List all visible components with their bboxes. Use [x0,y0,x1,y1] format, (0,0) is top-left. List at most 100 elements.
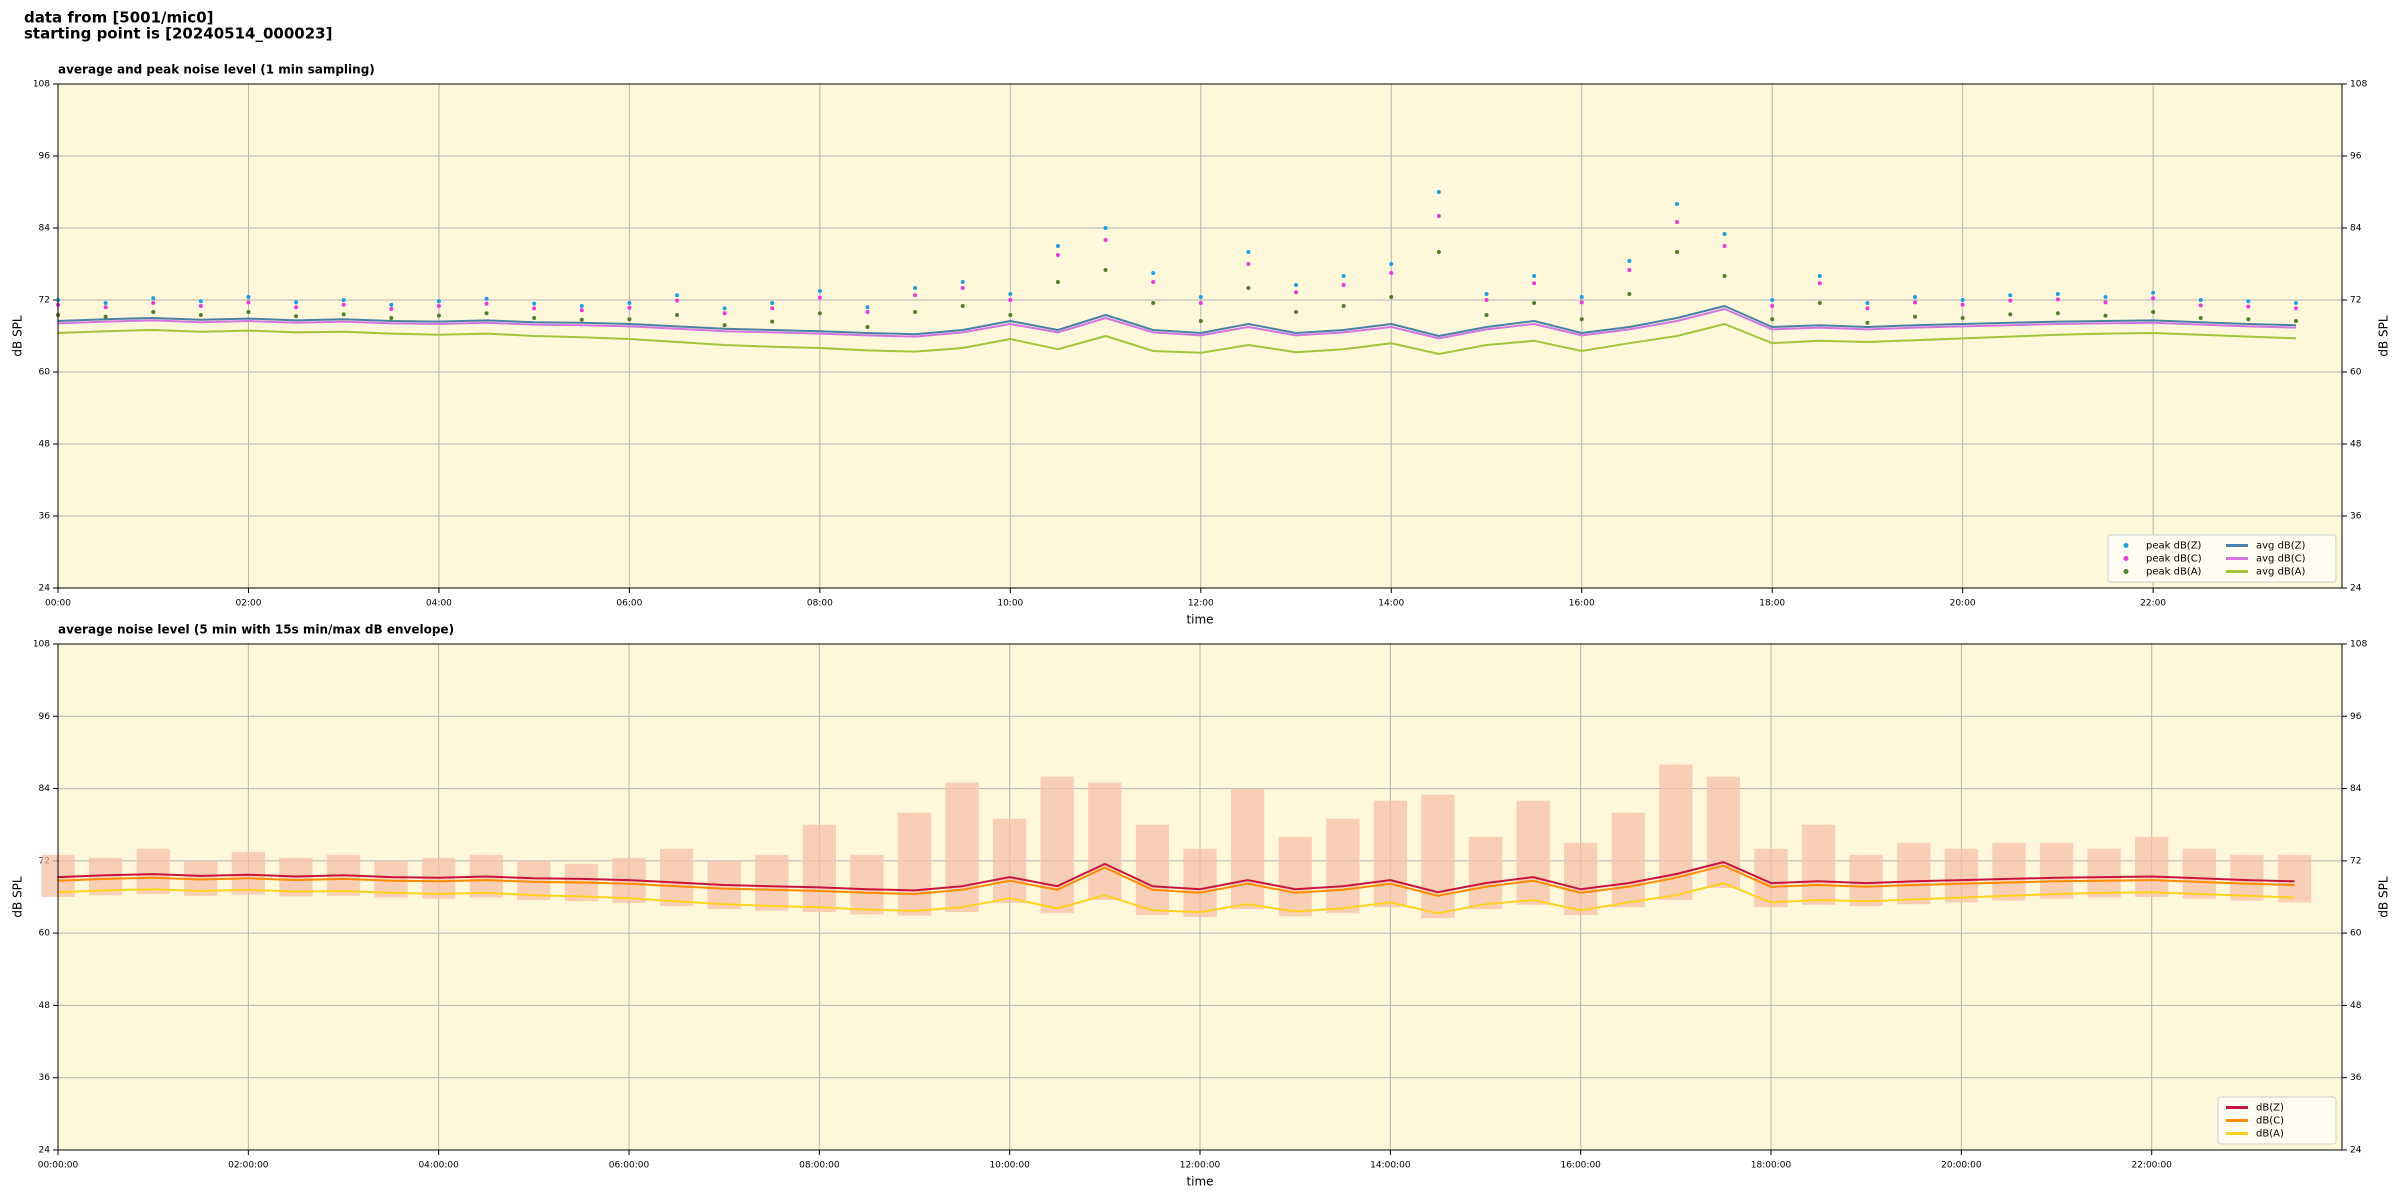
peak-point [436,299,441,304]
envelope-band [2182,848,2216,899]
envelope-band [2135,836,2169,897]
peak-point [103,305,108,310]
peak-point [1484,313,1489,317]
envelope-band [1040,776,1074,914]
peak-point [1103,268,1108,272]
legend-label: avg dB(A) [2256,567,2306,578]
peak-point [1151,271,1156,275]
y-tick-label: 48 [39,440,51,450]
peak-point [532,316,537,320]
peak-point [2293,306,2298,311]
peak-point [1674,202,1679,206]
legend-label: peak dB(Z) [2146,541,2202,552]
peak-point [389,302,394,307]
peak-point [1579,300,1584,305]
peak-point [2055,297,2060,302]
envelope-band [136,848,170,894]
peak-point [865,310,870,314]
peak-point [1817,301,1822,305]
envelope-band [2087,848,2121,898]
peak-point [579,308,584,313]
y2-tick-label: 72 [2350,856,2361,866]
peak-point [2151,290,2156,295]
envelope-band [231,851,265,895]
envelope-band [1944,848,1979,903]
peak-point [436,304,441,308]
peak-point [1294,283,1299,287]
peak-point [2103,295,2108,299]
y-tick-label: 108 [33,80,50,90]
peak-point [627,301,632,305]
x-tick-label: 16:00 [1569,599,1595,609]
envelope-band [1468,836,1503,910]
peak-point [1532,301,1537,305]
envelope-band [897,812,932,916]
peak-point [1294,290,1299,295]
peak-point [294,305,299,310]
peak-point [2151,296,2156,301]
peak-point [1865,306,1870,311]
y-tick-label: 108 [33,640,50,650]
envelope-band [2277,854,2312,903]
envelope-band [1897,842,1931,905]
peak-point [770,301,775,305]
peak-point [103,314,108,319]
peak-point [960,286,965,290]
peak-point [1913,314,1918,319]
peak-point [1151,280,1156,284]
y2-tick-label: 60 [2350,929,2362,939]
x-tick-label: 22:00:00 [2131,1161,2172,1171]
peak-point [722,311,727,316]
x-tick-label: 20:00 [1950,599,1976,609]
peak-point [2198,316,2203,320]
peak-point [1770,298,1775,302]
peak-point [817,295,822,300]
y2-tick-label: 108 [2350,640,2367,650]
x-tick-label: 06:00 [616,599,642,609]
peak-point [2293,301,2298,305]
series-line [57,861,2295,894]
peak-point [1103,238,1108,242]
peak-point [1055,280,1060,284]
x-tick-label: 02:00 [235,599,261,609]
y2-tick-label: 96 [2350,152,2362,162]
x-tick-label: 02:00:00 [228,1161,269,1171]
peak-point [484,311,489,316]
subplot-title: average and peak noise level (1 min samp… [58,63,375,77]
peak-point [436,313,441,318]
peak-point [675,293,680,298]
subplot-title: average noise level (5 min with 15s min/… [58,623,454,637]
peak-point [246,295,251,299]
peak-point [770,306,775,311]
envelope-band [2039,842,2074,899]
legend-label: dB(Z) [2256,1103,2284,1114]
legend-label: dB(C) [2256,1116,2284,1127]
series-line [57,323,2297,355]
envelope-band [1135,824,1170,916]
y-axis-label: dB SPL [11,876,25,918]
peak-point [2246,317,2251,322]
peak-point [1484,292,1489,296]
x-tick-label: 04:00 [426,599,452,609]
y-tick-label: 60 [39,368,51,378]
peak-point [246,310,251,314]
y-tick-label: 36 [39,1073,51,1083]
legend-marker [2123,556,2129,561]
peak-point [2103,300,2108,305]
peak-point [1960,298,1965,302]
x-tick-label: 18:00:00 [1751,1161,1792,1171]
y2-tick-label: 24 [2350,584,2362,594]
envelope-band [2230,854,2264,901]
envelope-band [1326,818,1360,914]
peak-point [1055,253,1060,257]
peak-point [1627,292,1632,296]
y-tick-label: 36 [39,512,51,522]
peak-point [1913,300,1918,305]
peak-point [1674,250,1679,254]
y-tick-label: 24 [39,1146,51,1156]
x-tick-label: 12:00 [1188,599,1214,609]
x-axis-label: time [1186,613,1213,627]
peak-point [1341,274,1346,278]
x-axis-label: time [1186,1175,1213,1189]
peak-point [1198,301,1203,305]
